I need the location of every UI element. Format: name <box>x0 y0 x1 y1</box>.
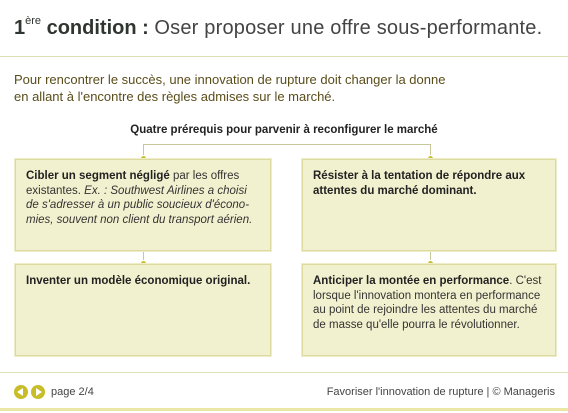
arrow-right-circle-icon[interactable] <box>31 385 45 399</box>
footer-credit: Favoriser l'innovation de rupture | © Ma… <box>326 386 555 398</box>
title-bar: 1ère condition : Oser proposer une offre… <box>0 0 568 57</box>
footer-divider <box>0 372 568 373</box>
title-text: Oser proposer une offre sous-performante… <box>154 17 543 39</box>
title-superscript: ère <box>25 15 42 28</box>
connector-left-lower <box>143 252 144 264</box>
arrow-left-circle-icon[interactable] <box>14 385 28 399</box>
prerequisite-box-4: Anticiper la montée en performance. C'es… <box>302 264 556 356</box>
prerequisite-box-1: Cibler un segment négligé par les offres… <box>15 159 271 251</box>
connector-left <box>143 144 144 158</box>
box-1-title: Cibler un segment négligé <box>26 170 170 182</box>
bottom-rule <box>0 408 568 411</box>
box-1-ex-label: Ex. : <box>84 184 108 197</box>
box-4-text: . C'est lorsque l'innovation montera en … <box>313 275 542 331</box>
intro-line-2: en allant à l'encontre des règles admise… <box>14 89 336 104</box>
intro-line-1: Pour rencontrer le succès, une innovatio… <box>14 72 446 87</box>
title-condition: condition : <box>46 17 149 39</box>
box-2-title: Résister à la tentation de répondre aux … <box>313 170 526 197</box>
box-3-title: Inventer un modèle économique original. <box>26 275 251 287</box>
box-1-text: par les offres existantes. <box>26 170 240 197</box>
page-title: 1ère condition : Oser proposer une offre… <box>14 15 543 40</box>
connector-right <box>430 144 431 158</box>
box-1-example: Southwest Airlines a choisi de s'adresse… <box>26 184 253 226</box>
prerequisite-box-3: Inventer un modèle économique original. <box>15 264 271 356</box>
prerequisite-box-2: Résister à la tentation de répondre aux … <box>302 159 556 251</box>
intro-text: Pour rencontrer le succès, une innovatio… <box>14 71 554 105</box>
connector-right-lower <box>430 252 431 264</box>
section-subtitle: Quatre prérequis pour parvenir à reconfi… <box>130 124 438 136</box>
box-4-title: Anticiper la montée en performance <box>313 275 510 287</box>
title-number: 1 <box>14 17 26 39</box>
page-indicator: page 2/4 <box>51 386 94 398</box>
connector-horizontal <box>143 144 431 145</box>
pager <box>14 385 45 399</box>
